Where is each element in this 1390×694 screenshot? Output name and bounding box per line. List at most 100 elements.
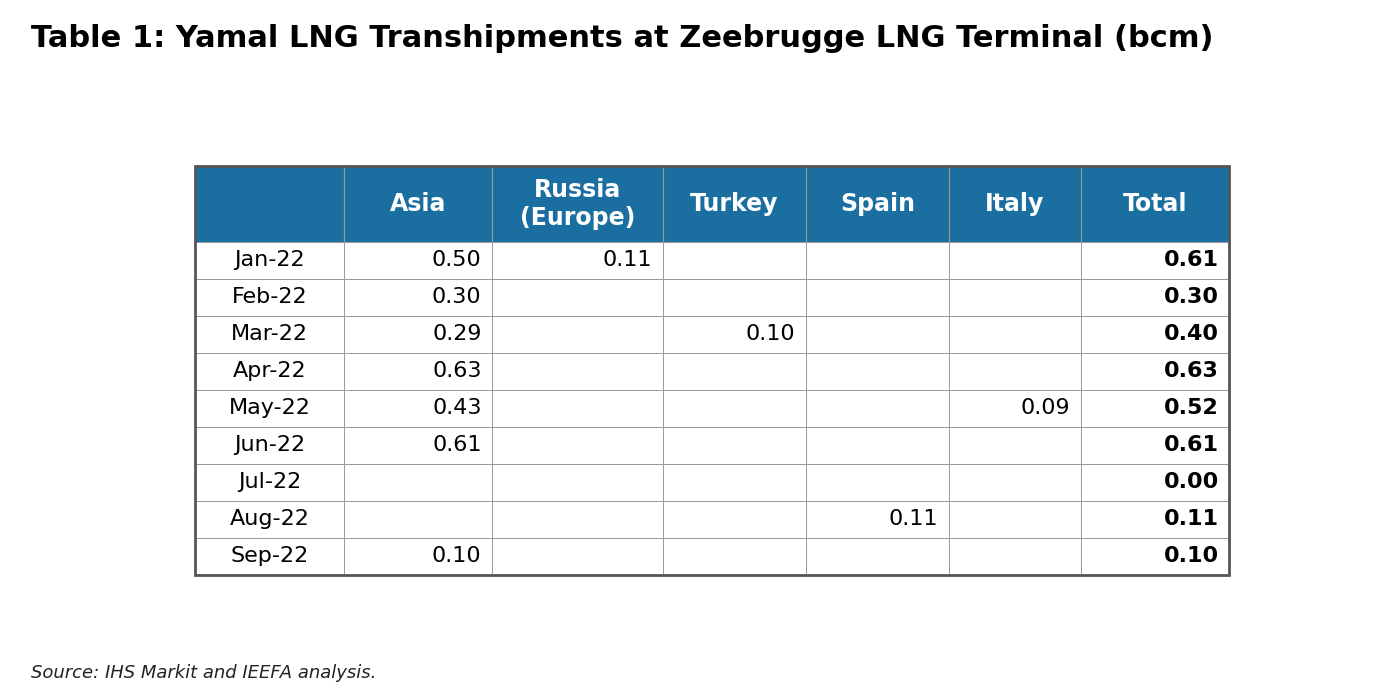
- Text: 0.11: 0.11: [888, 509, 938, 530]
- Text: 0.43: 0.43: [432, 398, 481, 418]
- Bar: [949, 242, 1081, 279]
- Bar: [195, 279, 343, 316]
- Text: Sep-22: Sep-22: [231, 546, 309, 566]
- Text: Aug-22: Aug-22: [229, 509, 310, 530]
- Bar: [806, 501, 949, 538]
- Bar: [1081, 316, 1229, 353]
- Bar: [806, 166, 949, 242]
- Bar: [492, 538, 663, 575]
- Bar: [195, 316, 343, 353]
- Bar: [949, 353, 1081, 390]
- Text: Apr-22: Apr-22: [232, 362, 306, 381]
- Bar: [949, 166, 1081, 242]
- Bar: [806, 464, 949, 501]
- Bar: [663, 316, 806, 353]
- Bar: [343, 316, 492, 353]
- Text: 0.30: 0.30: [1163, 287, 1219, 307]
- Bar: [492, 166, 663, 242]
- Bar: [195, 166, 1229, 575]
- Bar: [806, 427, 949, 464]
- Text: 0.52: 0.52: [1163, 398, 1219, 418]
- Text: Total: Total: [1123, 192, 1187, 216]
- Bar: [663, 390, 806, 427]
- Bar: [949, 279, 1081, 316]
- Bar: [1081, 353, 1229, 390]
- Text: May-22: May-22: [228, 398, 310, 418]
- Bar: [806, 316, 949, 353]
- Bar: [949, 316, 1081, 353]
- Bar: [806, 279, 949, 316]
- Bar: [492, 242, 663, 279]
- Text: Jan-22: Jan-22: [235, 251, 304, 270]
- Bar: [949, 464, 1081, 501]
- Bar: [663, 242, 806, 279]
- Bar: [806, 242, 949, 279]
- Text: Spain: Spain: [840, 192, 915, 216]
- Bar: [1081, 242, 1229, 279]
- Bar: [195, 166, 343, 242]
- Text: Turkey: Turkey: [689, 192, 778, 216]
- Text: 0.09: 0.09: [1020, 398, 1070, 418]
- Text: 0.50: 0.50: [432, 251, 481, 270]
- Bar: [492, 316, 663, 353]
- Text: 0.29: 0.29: [432, 324, 481, 344]
- Bar: [343, 242, 492, 279]
- Text: 0.10: 0.10: [745, 324, 795, 344]
- Bar: [1081, 427, 1229, 464]
- Text: 0.11: 0.11: [603, 251, 652, 270]
- Text: Mar-22: Mar-22: [231, 324, 309, 344]
- Text: Table 1: Yamal LNG Transhipments at Zeebrugge LNG Terminal (bcm): Table 1: Yamal LNG Transhipments at Zeeb…: [31, 24, 1213, 53]
- Bar: [343, 464, 492, 501]
- Bar: [195, 464, 343, 501]
- Bar: [1081, 390, 1229, 427]
- Bar: [343, 279, 492, 316]
- Text: 0.61: 0.61: [1163, 251, 1219, 270]
- Bar: [1081, 501, 1229, 538]
- Text: Asia: Asia: [389, 192, 446, 216]
- Bar: [949, 390, 1081, 427]
- Bar: [195, 538, 343, 575]
- Bar: [949, 501, 1081, 538]
- Bar: [663, 166, 806, 242]
- Bar: [806, 538, 949, 575]
- Text: 0.30: 0.30: [432, 287, 481, 307]
- Bar: [492, 464, 663, 501]
- Text: Jun-22: Jun-22: [234, 435, 306, 455]
- Bar: [663, 538, 806, 575]
- Bar: [663, 353, 806, 390]
- Bar: [343, 538, 492, 575]
- Bar: [343, 390, 492, 427]
- Text: 0.10: 0.10: [1163, 546, 1219, 566]
- Text: 0.11: 0.11: [1163, 509, 1219, 530]
- Text: Jul-22: Jul-22: [238, 473, 302, 492]
- Bar: [343, 353, 492, 390]
- Bar: [949, 427, 1081, 464]
- Text: 0.63: 0.63: [1163, 362, 1219, 381]
- Text: Italy: Italy: [986, 192, 1045, 216]
- Bar: [663, 427, 806, 464]
- Text: Source: IHS Markit and IEEFA analysis.: Source: IHS Markit and IEEFA analysis.: [31, 663, 375, 682]
- Text: 0.61: 0.61: [1163, 435, 1219, 455]
- Text: 0.40: 0.40: [1163, 324, 1219, 344]
- Bar: [195, 242, 343, 279]
- Bar: [492, 501, 663, 538]
- Bar: [1081, 279, 1229, 316]
- Bar: [1081, 166, 1229, 242]
- Bar: [806, 353, 949, 390]
- Bar: [1081, 538, 1229, 575]
- Bar: [195, 501, 343, 538]
- Text: 0.61: 0.61: [432, 435, 481, 455]
- Bar: [806, 390, 949, 427]
- Bar: [492, 279, 663, 316]
- Bar: [195, 427, 343, 464]
- Bar: [343, 501, 492, 538]
- Bar: [195, 390, 343, 427]
- Bar: [949, 538, 1081, 575]
- Bar: [343, 427, 492, 464]
- Text: 0.10: 0.10: [432, 546, 481, 566]
- Text: 0.00: 0.00: [1163, 473, 1219, 492]
- Bar: [1081, 464, 1229, 501]
- Bar: [343, 166, 492, 242]
- Text: Feb-22: Feb-22: [232, 287, 307, 307]
- Bar: [492, 427, 663, 464]
